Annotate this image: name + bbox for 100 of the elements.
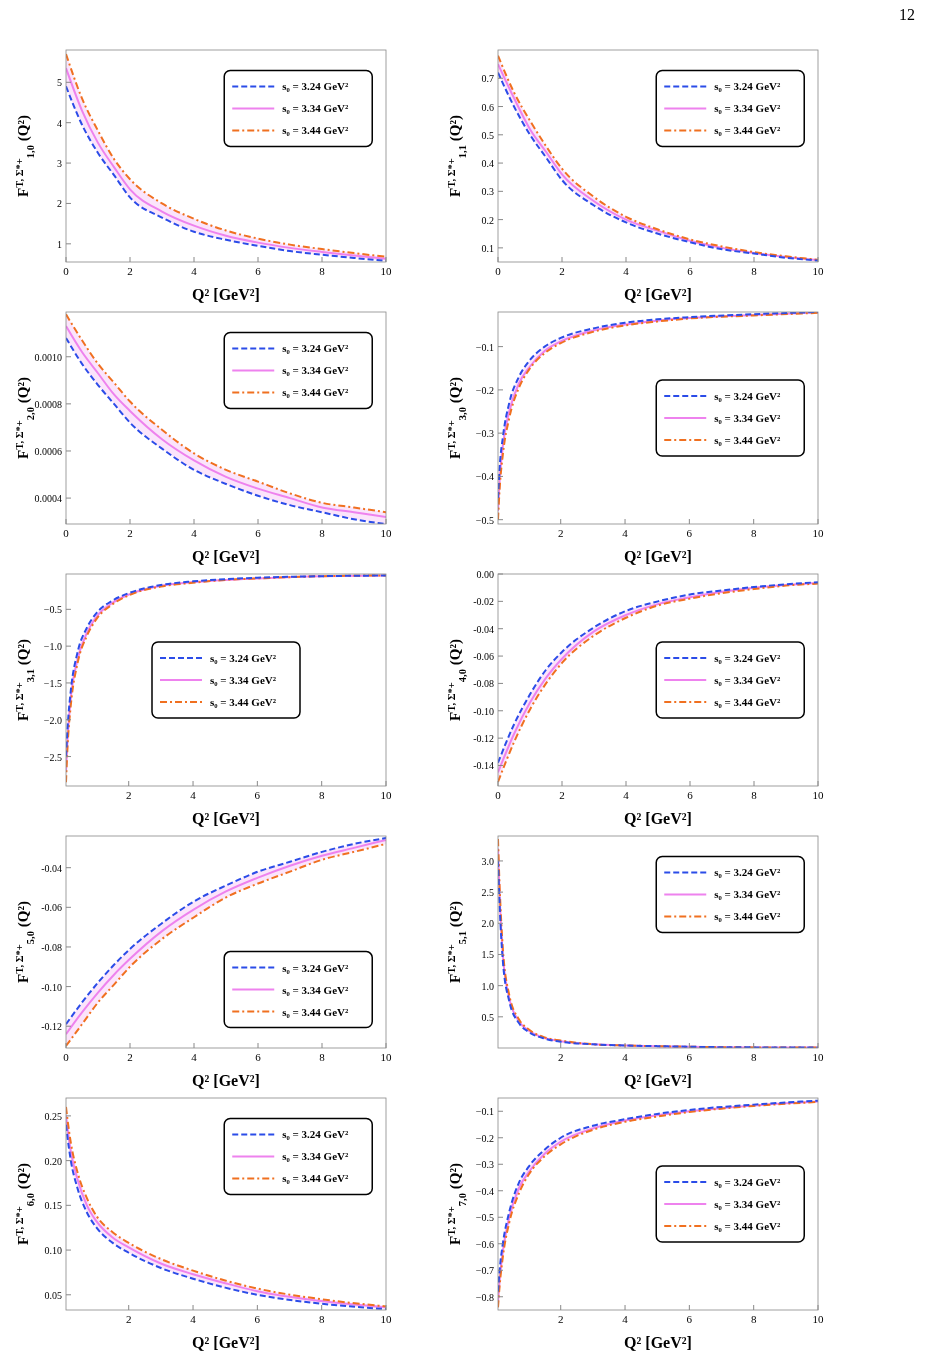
- x-tick-label: 6: [255, 1051, 262, 1063]
- x-tick-label: 10: [380, 265, 392, 277]
- y-tick-label: −0.3: [475, 1159, 494, 1171]
- x-tick-label: 4: [190, 789, 197, 801]
- y-tick-label: −0.3: [475, 428, 494, 440]
- x-tick-label: 8: [750, 1313, 757, 1325]
- x-tick-label: 4: [191, 265, 198, 277]
- x-tick-label: 0: [495, 265, 502, 277]
- y-tick-label: −0.2: [475, 1132, 494, 1144]
- legend-label: s₀ = 3.24 GeV²: [714, 652, 781, 664]
- x-axis-title: Q² [GeV²]: [624, 548, 692, 565]
- x-tick-label: 2: [127, 527, 133, 539]
- x-axis-title: Q² [GeV²]: [624, 286, 692, 303]
- x-tick-label: 6: [254, 789, 261, 801]
- legend-label: s₀ = 3.24 GeV²: [714, 866, 781, 879]
- y-tick-label: 0.6: [481, 101, 494, 113]
- y-tick-label: 0.0008: [34, 398, 62, 410]
- legend-label: s₀ = 3.44 GeV²: [714, 696, 781, 708]
- y-tick-label: 0.5: [481, 1011, 494, 1023]
- y-tick-label: -0.08: [41, 941, 62, 953]
- x-tick-label: 6: [255, 265, 262, 277]
- y-tick-label: 0.1: [481, 242, 494, 254]
- legend-label: s₀ = 3.34 GeV²: [282, 364, 349, 377]
- y-tick-label: 1: [57, 238, 62, 250]
- x-tick-label: 10: [380, 527, 392, 539]
- legend-label: s₀ = 3.44 GeV²: [714, 124, 781, 137]
- x-tick-label: 2: [125, 1313, 132, 1325]
- x-tick-label: 4: [622, 1051, 629, 1063]
- x-axis-title: Q² [GeV²]: [192, 548, 260, 565]
- y-tick-label: 0.2: [481, 214, 494, 226]
- y-tick-label: 5: [57, 77, 62, 89]
- x-tick-label: 8: [319, 265, 326, 277]
- x-tick-label: 2: [557, 1313, 564, 1325]
- x-tick-label: 4: [190, 1313, 197, 1325]
- legend-label: s₀ = 3.34 GeV²: [282, 102, 349, 115]
- legend-label: s₀ = 3.34 GeV²: [282, 1150, 349, 1163]
- x-tick-label: 10: [812, 1051, 824, 1063]
- y-tick-label: 0.0006: [34, 445, 62, 457]
- y-tick-label: -0.08: [473, 678, 494, 690]
- x-tick-label: 4: [622, 1313, 629, 1325]
- x-tick-label: 8: [318, 1313, 325, 1325]
- x-tick-label: 10: [812, 265, 824, 277]
- y-tick-label: 0.3: [481, 186, 494, 198]
- x-tick-label: 4: [623, 265, 630, 277]
- y-tick-label: 1.5: [481, 949, 494, 961]
- y-tick-label: 0.05: [44, 1289, 62, 1301]
- legend-label: s₀ = 3.24 GeV²: [282, 80, 349, 93]
- x-axis-title: Q² [GeV²]: [192, 1072, 260, 1089]
- x-axis-title: Q² [GeV²]: [192, 286, 260, 303]
- y-tick-label: 0.0004: [34, 493, 62, 505]
- legend-label: s₀ = 3.34 GeV²: [282, 983, 349, 996]
- x-tick-label: 10: [380, 1051, 392, 1063]
- legend-label: s₀ = 3.44 GeV²: [714, 910, 781, 923]
- y-tick-label: -0.06: [41, 902, 62, 914]
- x-tick-label: 6: [687, 265, 694, 277]
- text: 12: [899, 6, 915, 23]
- y-tick-label: -0.12: [473, 733, 494, 745]
- legend-label: s₀ = 3.44 GeV²: [282, 124, 349, 137]
- y-tick-label: −1.5: [43, 677, 62, 689]
- x-tick-label: 0: [63, 527, 70, 539]
- x-tick-label: 6: [687, 789, 694, 801]
- y-tick-label: -0.12: [41, 1021, 62, 1033]
- y-tick-label: −0.5: [475, 514, 494, 526]
- y-tick-label: 4: [57, 117, 62, 129]
- x-tick-label: 6: [686, 527, 693, 539]
- y-tick-label: 0.10: [44, 1245, 62, 1257]
- y-tick-label: −2.5: [43, 751, 62, 763]
- legend-label: s₀ = 3.34 GeV²: [210, 674, 277, 686]
- x-tick-label: 2: [557, 527, 564, 539]
- y-tick-label: 2.5: [481, 887, 494, 899]
- x-tick-label: 0: [63, 265, 70, 277]
- x-tick-label: 10: [812, 789, 824, 801]
- y-tick-label: −0.4: [475, 1185, 494, 1197]
- legend-label: s₀ = 3.34 GeV²: [714, 412, 781, 424]
- x-tick-label: 8: [750, 527, 757, 539]
- y-tick-label: −2.0: [43, 714, 62, 726]
- x-tick-label: 8: [318, 789, 325, 801]
- x-tick-label: 8: [751, 265, 758, 277]
- x-tick-label: 8: [319, 1051, 326, 1063]
- y-tick-label: −0.5: [43, 604, 62, 616]
- x-tick-label: 2: [127, 265, 133, 277]
- y-tick-label: -0.10: [41, 981, 62, 993]
- y-tick-label: 1.0: [481, 980, 494, 992]
- x-tick-label: 4: [623, 789, 630, 801]
- x-axis-title: Q² [GeV²]: [624, 810, 692, 827]
- y-tick-label: −0.8: [475, 1291, 494, 1303]
- y-tick-label: 0.25: [44, 1110, 62, 1122]
- x-axis-title: Q² [GeV²]: [192, 1334, 260, 1351]
- x-tick-label: 2: [559, 789, 565, 801]
- y-tick-label: 0.7: [481, 73, 494, 85]
- y-tick-label: -0.04: [473, 623, 494, 635]
- legend-label: s₀ = 3.24 GeV²: [282, 342, 349, 355]
- y-tick-label: 0.00: [476, 569, 494, 580]
- y-tick-label: 3.0: [481, 855, 494, 867]
- legend-label: s₀ = 3.44 GeV²: [210, 696, 277, 708]
- x-axis-title: Q² [GeV²]: [624, 1072, 692, 1089]
- y-tick-label: −0.2: [475, 384, 494, 396]
- y-tick-label: -0.04: [41, 862, 62, 874]
- x-tick-label: 8: [751, 789, 758, 801]
- legend-label: s₀ = 3.44 GeV²: [714, 434, 781, 446]
